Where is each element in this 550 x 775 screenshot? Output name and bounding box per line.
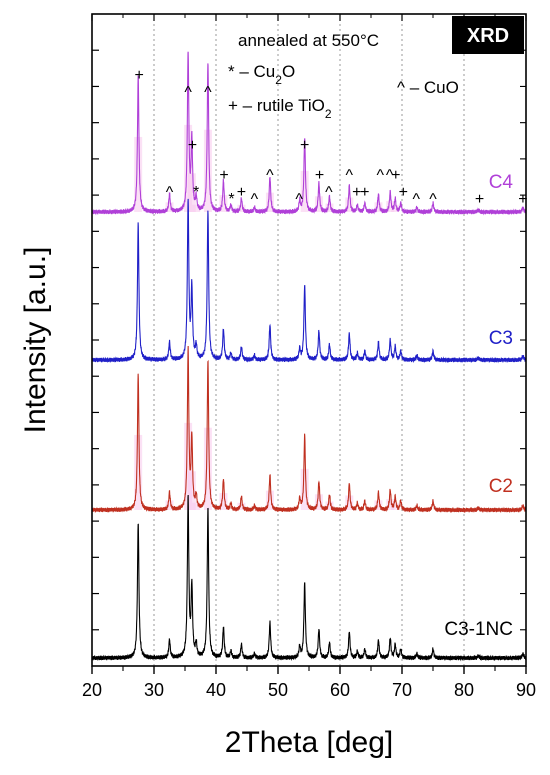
peak-highlight (237, 204, 246, 212)
series-label-c3-1nc: C3-1NC (444, 619, 513, 640)
x-tick-label-50: 50 (268, 680, 288, 700)
series-label-c4: C4 (489, 172, 514, 193)
legend-entry-cuo: ^ – CuO (397, 78, 459, 97)
peak-highlight (203, 129, 212, 212)
x-tick-label-70: 70 (392, 680, 412, 700)
y-axis-title: Intensity [a.u.] (19, 247, 52, 434)
peak-highlight (386, 201, 395, 212)
phase-marker: ^ (204, 84, 212, 101)
phase-marker: + (300, 137, 309, 154)
legend-text-part: O (282, 62, 295, 81)
grid-lines (153, 14, 465, 666)
phase-marker: + (352, 184, 361, 201)
legend-symbol: ^ (397, 78, 410, 97)
phase-marker: * (193, 184, 199, 201)
phase-marker: ^ (386, 167, 394, 184)
x-axis-title: 2Theta [deg] (225, 726, 393, 759)
phase-marker: + (391, 167, 400, 184)
peak-highlight (391, 502, 400, 510)
phase-marker: + (399, 184, 408, 201)
series-lines (91, 51, 527, 662)
phase-marker: ^ (346, 167, 354, 184)
peak-highlight (192, 502, 201, 510)
peak-highlight (184, 422, 193, 510)
phase-marker: + (219, 167, 228, 184)
x-tick-label-20: 20 (82, 680, 102, 700)
x-tick-label-90: 90 (516, 680, 536, 700)
peak-highlight (192, 204, 201, 212)
legend-symbol: + (228, 96, 243, 115)
peak-highlight (300, 170, 309, 212)
series-line-c2 (91, 345, 527, 514)
phase-marker: ^ (325, 184, 333, 201)
xrd-badge-label: XRD (467, 25, 509, 47)
legend-text-part: – Cu (239, 62, 275, 81)
phase-marker: + (237, 184, 246, 201)
series-label-c2: C2 (489, 476, 513, 497)
peak-highlights (134, 124, 400, 510)
x-tick-label-60: 60 (330, 680, 350, 700)
phase-marker: ^ (251, 191, 259, 208)
phase-marker: ^ (166, 184, 174, 201)
series-line-c3-1nc (91, 494, 527, 662)
peak-highlight (265, 192, 274, 212)
phase-marker: + (360, 184, 369, 201)
peak-highlight (325, 501, 334, 510)
phase-marker: + (315, 167, 324, 184)
legend-subscript: 2 (275, 73, 282, 87)
legend-entry-cu2o: * – Cu2O (228, 62, 295, 87)
phase-marker: + (134, 67, 143, 84)
peak-highlight (134, 434, 143, 510)
y-axis-ticks (92, 49, 526, 631)
peak-highlight (237, 502, 246, 510)
series-labels: C4 C3 C2 C3-1NC (444, 172, 513, 640)
phase-marker: + (475, 191, 484, 208)
peak-highlight (187, 471, 196, 510)
x-tick-label-40: 40 (206, 680, 226, 700)
x-tick-label-30: 30 (144, 680, 164, 700)
phase-marker: * (228, 191, 234, 208)
series-line-c3 (91, 198, 527, 364)
peak-highlight (325, 203, 334, 212)
peak-highlight (187, 173, 196, 212)
peak-highlight (386, 499, 395, 510)
peak-highlight (345, 495, 354, 510)
peak-highlight (314, 196, 323, 212)
x-tick-label-80: 80 (454, 680, 474, 700)
series-line-c4 (91, 51, 527, 216)
legend-entry-rutile-tio2: + – rutile TiO2 (228, 96, 332, 121)
peak-highlight (203, 427, 212, 510)
phase-marker: ^ (413, 191, 421, 208)
phase-marker: ^ (266, 167, 274, 184)
legend-text-part: – rutile TiO (243, 96, 325, 115)
peak-highlight (165, 202, 174, 212)
peak-highlight (391, 204, 400, 212)
legend-subscript: 2 (325, 107, 332, 121)
peak-highlight (374, 500, 383, 510)
peak-highlight (265, 490, 274, 510)
peak-highlight (374, 202, 383, 212)
series-label-c3: C3 (489, 328, 513, 349)
peak-highlight (184, 124, 193, 212)
phase-marker: + (518, 191, 527, 208)
peak-highlight (300, 468, 309, 510)
phase-marker: ^ (184, 84, 192, 101)
legend-symbol: * (228, 62, 239, 81)
peak-highlight (345, 197, 354, 212)
legend-text-part: – CuO (410, 78, 459, 97)
peak-highlight (219, 493, 228, 510)
phase-marker: ^ (377, 167, 385, 184)
peak-highlight (314, 494, 323, 510)
peak-highlight (134, 136, 143, 212)
peak-highlight (219, 195, 228, 212)
phase-marker: ^ (429, 191, 437, 208)
peak-highlight (165, 500, 174, 510)
phase-marker: ^ (295, 191, 303, 208)
xrd-badge (452, 16, 524, 54)
phase-markers: +^ ^+ ++ ^ + ^ ^ ^+^ * + ^ ++ +* ^ ^ ^ ^ + + (134, 67, 527, 208)
annealing-annotation: annealed at 550°C (238, 31, 379, 50)
x-axis-ticks: 20 30 40 50 60 70 80 90 (82, 14, 536, 700)
phase-marker: + (188, 137, 197, 154)
